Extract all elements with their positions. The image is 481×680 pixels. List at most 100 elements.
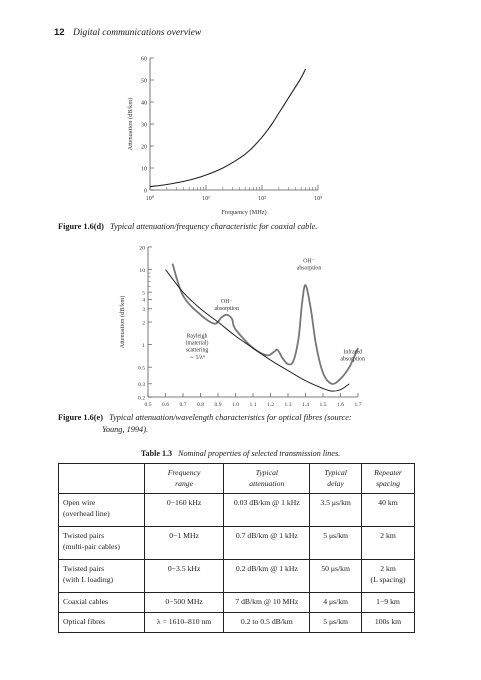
- rayleigh-scattering-label-line: ∼ 1/λ⁴: [189, 355, 205, 361]
- header-frequency-range: Frequency range: [143, 463, 225, 494]
- cell-spacing: 40 km: [361, 493, 415, 527]
- x-tick-label: 1.7: [355, 402, 362, 408]
- y-axis-label: Attenuation (dB/km): [119, 296, 126, 349]
- cell-spacing: 2 km (L spacing): [361, 559, 415, 593]
- running-head: 12 Digital communications overview: [54, 27, 201, 38]
- coax-attenuation-chart: 0 10 20 30 40 50 60 10⁰ 10¹ 10² 10³ Frequency (MHz)…: [127, 57, 322, 217]
- header-blank: [58, 463, 145, 494]
- oh-absorption-label-1-line: absorption: [215, 306, 240, 312]
- x-tick-label: 1.2: [267, 402, 274, 408]
- infrared-absorption-label-line: absorption: [341, 357, 366, 363]
- x-tick-label: 10³: [314, 196, 322, 202]
- y-axis-label: Attenuation (dB/km): [127, 98, 134, 151]
- x-tick-label: 10⁰: [146, 195, 155, 202]
- cell-delay: 3.5 μs/km: [309, 493, 363, 527]
- y-tick-label: 60: [141, 57, 147, 63]
- figure-e-caption: Figure 1.6(e) Typical attenuation/wavele…: [58, 412, 433, 436]
- cell-frequency: 0−500 MHz: [143, 592, 225, 613]
- y-tick-label: 5: [142, 290, 145, 296]
- x-tick-label: 1.0: [232, 402, 239, 408]
- table-caption: Table 1.3 Nominal properties of selected…: [0, 449, 481, 458]
- x-tick-label: 1.6: [337, 402, 344, 408]
- table-row: Twisted pairs (with L loading) 0−3.5 kHz …: [58, 559, 415, 593]
- cell-spacing: 2 km: [361, 526, 415, 560]
- running-title: Digital communications overview: [72, 28, 202, 38]
- y-tick-label: 10: [141, 167, 147, 173]
- transmission-lines-table: Frequency range Typical attenuation Typica…: [58, 463, 415, 633]
- y-tick-label: 40: [141, 101, 147, 107]
- y-tick-label: 50: [141, 79, 147, 85]
- x-tick-label: 0.6: [162, 402, 169, 408]
- y-tick-label: 20: [141, 145, 147, 151]
- rayleigh-scattering-label-line: (material): [186, 340, 209, 347]
- y-tick-label: 20: [139, 245, 145, 251]
- y-tick-label: 3: [142, 307, 145, 313]
- oh-absorption-label-2: OH⁻ absorption: [297, 258, 322, 271]
- cell-frequency: 0−160 kHz: [143, 493, 225, 527]
- y-tick-label: 10: [139, 268, 145, 274]
- table-row: Coaxial cables 0−500 MHz 7 dB/km @ 10 MH…: [58, 592, 415, 613]
- x-tick-label: 1.3: [285, 402, 292, 408]
- cell-delay: 5 μs/km: [309, 526, 363, 560]
- scattering-curve: [165, 269, 350, 392]
- table-row: Twisted pairs (multi-pair cables) 0−1 MHz…: [58, 526, 415, 560]
- cell-attenuation: 0.2 dB/km @ 1 kHz: [223, 559, 311, 593]
- figure-d-caption-text: Typical attenuation/frequency characteri…: [110, 222, 318, 231]
- fibre-attenuation-chart: 0.2 0.3 0.5 1 2 3 4 5 10 20 0.5 0.6 0.7 0.8 0.9 1.0 1.1 1…: [119, 245, 366, 408]
- y-tick-label: 0.2: [138, 395, 145, 401]
- table-row: Optical fibres λ = 1610–810 nm 0.2 to 0.…: [58, 612, 415, 633]
- page-number: 12: [54, 27, 65, 38]
- y-tick-label: 0: [144, 189, 147, 195]
- x-tick-label: 1.4: [302, 402, 309, 408]
- cell-spacing: 100s km: [361, 612, 415, 633]
- oh-absorption-label-1: OH⁻absorption: [215, 299, 240, 312]
- rayleigh-scattering-label: Rayleigh(material)scattering∼ 1/λ⁴: [186, 333, 209, 361]
- cell-spacing: 1−9 km: [361, 592, 415, 613]
- y-tick-label: 2: [142, 320, 145, 326]
- x-tick-label: 0.5: [145, 402, 152, 408]
- x-axis-label: Frequency (MHz): [221, 209, 266, 216]
- header-typical-delay: Typical delay: [309, 463, 363, 494]
- infrared-absorption-label-line: Infrared: [343, 349, 362, 356]
- header-typical-attenuation: Typical attenuation: [223, 463, 311, 494]
- x-tick-label: 0.9: [215, 402, 222, 408]
- oh-absorption-label-2-line: OH⁻: [303, 258, 314, 264]
- cell-delay: 5 μs/km: [309, 612, 363, 633]
- figure-d-label: Figure 1.6(d): [58, 222, 104, 231]
- figure-e-caption-text: Typical attenuation/wavelength character…: [109, 413, 352, 422]
- attenuation-curve: [149, 68, 307, 188]
- cell-frequency: λ = 1610–810 nm: [143, 612, 225, 633]
- cell-frequency: 0−3.5 kHz: [143, 559, 225, 593]
- y-tick-label: 4: [142, 298, 145, 304]
- cell-frequency: 0−1 MHz: [143, 526, 225, 560]
- rayleigh-scattering-label-line: Rayleigh: [187, 333, 208, 339]
- table-caption-text: Nominal properties of selected transmiss…: [178, 449, 341, 458]
- cell-medium: Twisted pairs (multi-pair cables): [58, 526, 145, 560]
- figure-d-caption: Figure 1.6(d) Typical attenuation/freque…: [58, 221, 433, 233]
- x-tick-label: 0.8: [197, 402, 204, 408]
- cell-medium: Twisted pairs (with L loading): [58, 559, 145, 593]
- cell-medium: Coaxial cables: [58, 592, 145, 613]
- cell-medium: Optical fibres: [58, 612, 145, 633]
- cell-attenuation: 0.7 dB/km @ 1 kHz: [223, 526, 311, 560]
- cell-delay: 50 μs/km: [309, 559, 363, 593]
- table-label: Table 1.3: [140, 449, 173, 458]
- oh-absorption-label-1-line: OH⁻: [221, 299, 232, 305]
- cell-attenuation: 0.03 dB/km @ 1 kHz: [223, 493, 311, 527]
- x-tick-label: 1.5: [320, 402, 327, 408]
- x-tick-label: 1.1: [250, 402, 257, 408]
- y-tick-label: 30: [141, 123, 147, 129]
- y-tick-label: 0.5: [138, 365, 145, 371]
- cell-medium: Open wire (overhead line): [58, 493, 145, 527]
- cell-attenuation: 7 dB/km @ 10 MHz: [223, 592, 311, 613]
- figure-e-label: Figure 1.6(e): [58, 413, 104, 422]
- x-tick-label: 0.7: [180, 402, 187, 408]
- table-row: Open wire (overhead line) 0−160 kHz 0.03 …: [58, 493, 415, 527]
- y-tick-label: 1: [142, 343, 145, 349]
- total-attenuation-curve: [171, 263, 359, 385]
- x-tick-label: 10¹: [202, 196, 210, 202]
- oh-absorption-label-2-line: absorption: [297, 266, 322, 272]
- rayleigh-scattering-label-line: scattering: [186, 348, 209, 354]
- y-tick-label: 0.3: [138, 382, 145, 388]
